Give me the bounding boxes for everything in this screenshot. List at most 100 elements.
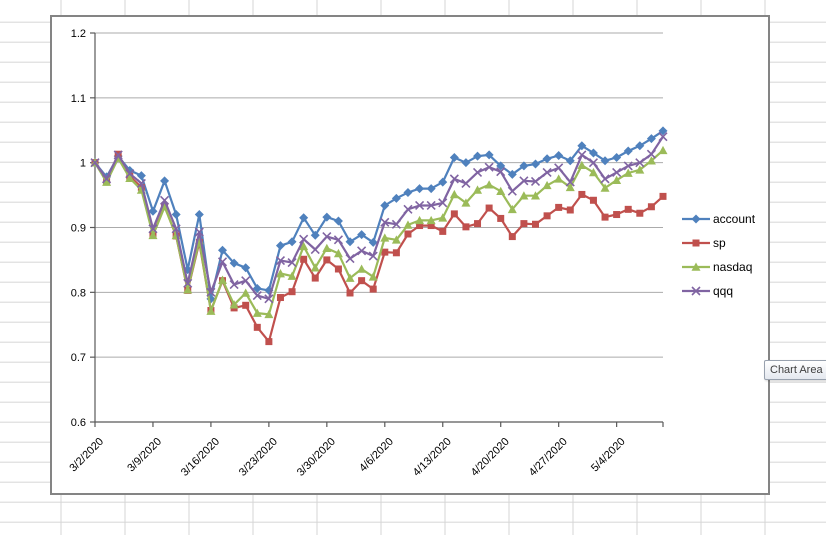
diamond-marker [368,237,378,247]
square-marker [531,220,539,228]
square-marker [555,203,563,211]
square-marker [300,255,308,263]
square-marker [323,256,331,264]
square-marker [311,274,319,282]
x-marker [333,235,343,245]
square-marker [497,214,505,222]
x-marker [600,174,610,184]
x-marker [554,163,564,173]
square-marker [474,220,482,228]
triangle-marker [461,198,471,207]
y-tick-label: 0.7 [71,352,86,364]
triangle-marker [449,189,459,199]
y-axis-labels[interactable]: 1.2 1.1 1 0.9 0.8 0.7 0.6 [71,28,95,429]
diamond-marker [299,213,309,223]
diamond-marker [275,241,285,251]
x-marker [391,219,401,229]
triangle-marker [206,306,216,315]
x-marker [646,149,656,159]
diamond-marker [449,152,459,162]
x-marker [148,224,158,234]
diamond-marker [148,206,158,216]
x-marker [496,167,506,177]
x-marker [577,150,587,160]
x-marker [287,257,297,268]
square-marker [578,190,586,198]
diamond-marker [507,169,517,179]
x-marker [310,244,320,255]
x-marker [183,278,193,288]
diamond-marker [473,151,483,161]
triangle-marker [473,185,483,194]
triangle-marker [484,180,494,189]
diamond-marker [646,134,656,144]
triangle-marker [588,167,598,177]
x-marker [612,167,622,177]
x-marker [357,246,367,256]
x-marker [113,150,123,160]
diamond-marker [691,214,701,224]
x-marker [426,200,436,211]
triangle-marker [229,300,239,309]
y-tick-label: 0.6 [71,417,86,429]
x-marker [171,224,181,234]
triangle-marker [357,264,367,273]
triangle-marker [102,177,112,186]
diamond-marker [415,184,425,194]
legend-item-nasdaq[interactable]: nasdaq [682,260,752,274]
x-marker [241,276,251,286]
y-tick-label: 1 [80,158,86,170]
triangle-marker [310,263,320,272]
x-axis-labels[interactable]: 3/2/2020 3/9/2020 3/16/2020 3/23/2020 3/30/2… [67,422,664,479]
triangle-marker [345,273,355,282]
y-tick-label: 0.9 [71,223,86,235]
series-qqq[interactable] [90,132,668,304]
x-marker [136,178,146,188]
x-marker [102,174,112,184]
x-tick-label: 3/2/2020 [67,436,106,475]
diamond-marker [264,285,274,295]
x-tick-label: 4/13/2020 [411,436,454,479]
triangle-marker [391,235,401,244]
y-tick-label: 1.2 [71,28,86,40]
triangle-marker [218,275,228,284]
legend-item-account[interactable]: account [682,212,756,226]
square-marker [543,212,551,220]
diamond-marker [229,258,239,268]
triangle-marker [542,180,552,190]
series-account[interactable] [90,126,668,304]
diamond-marker [542,154,552,164]
legend-item-qqq[interactable]: qqq [682,284,733,298]
triangle-marker [380,233,390,242]
legend-label: qqq [713,284,733,298]
square-marker [242,301,250,309]
square-marker [265,338,273,346]
x-tick-label: 4/20/2020 [469,436,512,479]
chart-object[interactable]: 1.2 1.1 1 0.9 0.8 0.7 0.6 3/2/2020 3/9/2020 3/16/… [50,15,770,495]
x-tick-label: 3/16/2020 [179,436,222,479]
square-marker [416,222,424,230]
x-tick-label: 4/27/2020 [527,436,570,479]
diamond-marker [333,216,343,226]
x-marker [275,255,286,266]
triangle-marker [299,241,309,251]
diamond-marker [530,159,540,169]
triangle-marker [275,269,285,278]
triangle-marker [635,165,645,174]
x-marker [322,232,332,242]
x-marker [415,200,425,211]
square-marker [381,248,389,256]
triangle-marker [241,288,251,297]
triangle-marker [183,285,193,294]
diamond-marker [403,187,413,197]
square-marker [485,204,493,212]
diamond-marker [136,171,146,181]
x-marker [403,204,413,214]
diamond-marker [391,193,401,203]
diamond-marker [577,141,587,151]
legend-item-sp[interactable]: sp [682,236,726,250]
square-marker [358,277,366,285]
x-marker [438,198,448,208]
diamond-marker [345,237,355,247]
diamond-marker [658,126,668,136]
